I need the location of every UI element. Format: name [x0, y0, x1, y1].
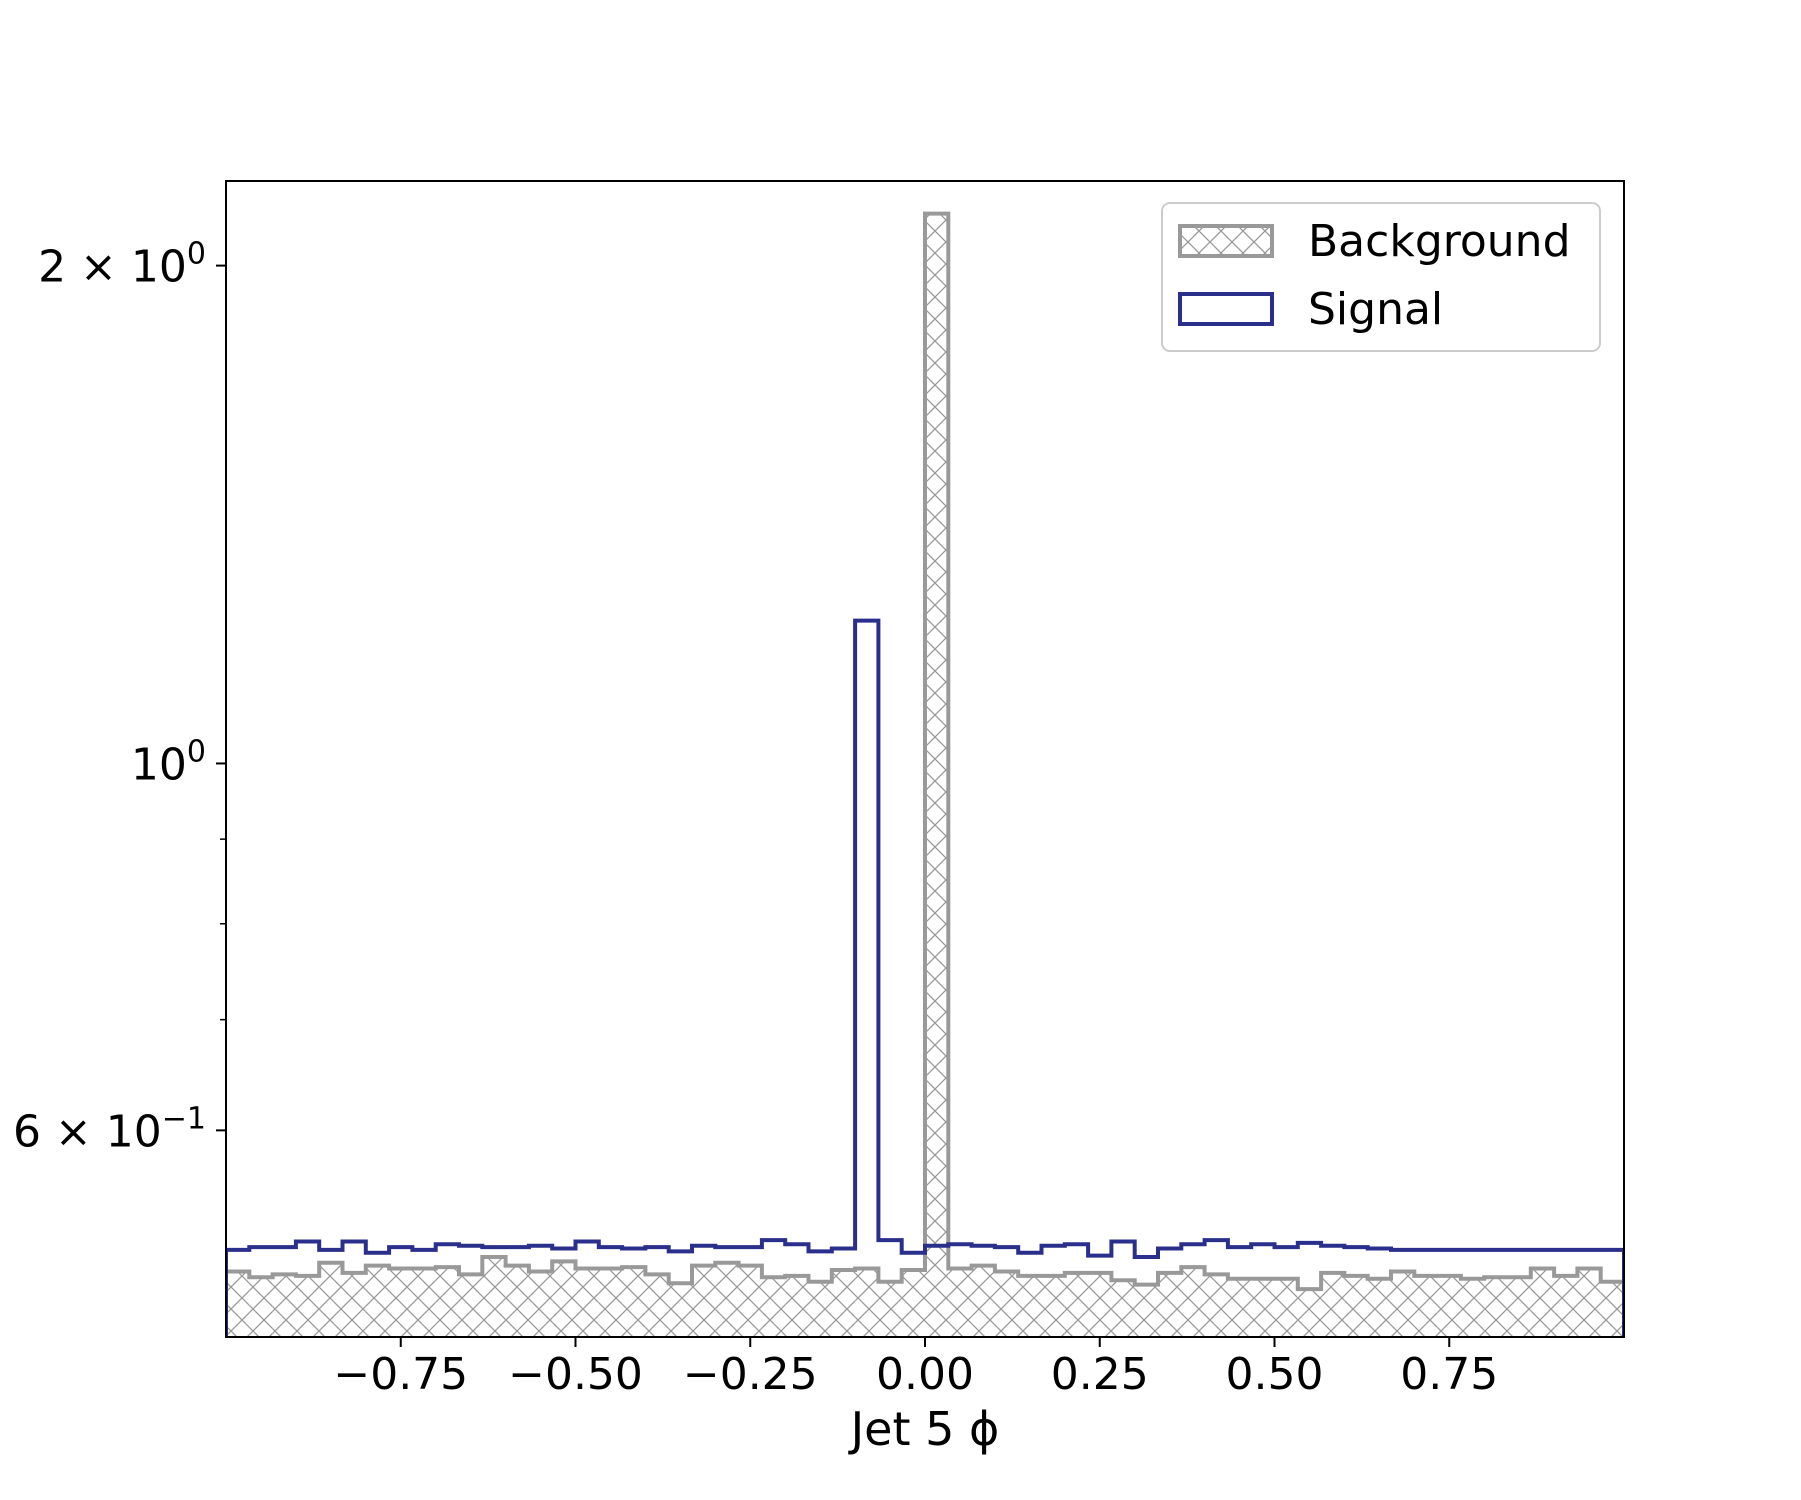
background-bin-25	[808, 1281, 832, 1337]
x-tick-label: 0.75	[1400, 1349, 1498, 1400]
background-bin-2	[272, 1274, 296, 1337]
x-tick-label: 0.00	[876, 1349, 974, 1400]
background-bin-33	[994, 1271, 1019, 1337]
background-bin-27	[855, 1268, 879, 1337]
background-bin-28	[878, 1281, 902, 1337]
x-tick-label: 0.25	[1051, 1349, 1149, 1400]
background-bin-38	[1111, 1280, 1135, 1337]
background-bin-47	[1321, 1272, 1345, 1337]
background-bin-15	[575, 1268, 599, 1337]
background-bin-44	[1251, 1278, 1275, 1337]
background-bin-37	[1088, 1272, 1112, 1337]
background-bin-31	[948, 1268, 972, 1337]
background-bin-50	[1391, 1271, 1415, 1337]
background-bin-19	[668, 1283, 692, 1337]
background-bin-6	[365, 1265, 390, 1337]
x-axis-label: Jet 5 ϕ	[848, 1402, 1000, 1456]
background-bin-8	[412, 1268, 436, 1337]
legend-background-label: Background	[1308, 216, 1571, 267]
background-bin-20	[692, 1265, 716, 1337]
x-tick-label: −0.50	[508, 1349, 643, 1400]
background-bin-59	[1600, 1281, 1624, 1337]
background-bin-55	[1507, 1277, 1531, 1337]
background-bin-51	[1414, 1275, 1438, 1337]
background-bin-18	[645, 1274, 669, 1337]
background-bin-52	[1437, 1275, 1461, 1337]
background-bin-14	[552, 1261, 576, 1337]
background-bin-10	[459, 1274, 483, 1337]
background-bin-26	[831, 1269, 856, 1337]
background-bin-40	[1158, 1272, 1182, 1337]
background-bin-3	[295, 1275, 320, 1337]
background-bin-57	[1554, 1275, 1578, 1337]
x-tick-label: −0.25	[683, 1349, 818, 1400]
background-bin-42	[1204, 1274, 1228, 1337]
background-bin-23	[761, 1277, 786, 1337]
legend-signal-swatch	[1178, 292, 1274, 326]
x-tick-label: −0.75	[333, 1349, 468, 1400]
background-bin-16	[598, 1268, 623, 1337]
background-bin-30	[925, 213, 949, 1337]
background-bin-34	[1018, 1275, 1042, 1337]
background-bin-53	[1460, 1278, 1485, 1337]
axes: −0.75 −0.50 −0.25 0.00 0.25 0.50 0.75 2 × 100 10…	[13, 180, 1625, 1400]
background-bin-1	[249, 1277, 273, 1337]
background-bin-12	[505, 1265, 529, 1337]
background-bin-35	[1041, 1275, 1065, 1337]
background-bin-22	[738, 1265, 762, 1337]
background-bin-29	[901, 1269, 925, 1337]
background-bin-39	[1134, 1284, 1158, 1337]
background-bin-5	[342, 1272, 366, 1337]
background-bin-46	[1297, 1289, 1322, 1337]
background-bin-21	[715, 1262, 739, 1337]
legend-signal-label: Signal	[1308, 284, 1443, 335]
background-bin-17	[622, 1267, 646, 1337]
background-bin-56	[1530, 1268, 1555, 1337]
y-tick-label: 2 × 100	[38, 237, 206, 293]
background-bin-7	[389, 1268, 413, 1337]
background-bin-41	[1181, 1267, 1205, 1337]
background-bin-11	[482, 1257, 506, 1337]
background-bin-36	[1064, 1272, 1089, 1337]
background-bin-58	[1577, 1268, 1601, 1337]
y-tick-label: 100	[131, 734, 206, 790]
signal-outline	[226, 618, 1624, 1337]
background-bin-43	[1227, 1278, 1252, 1337]
legend: Background Signal	[1161, 202, 1601, 352]
background-bin-0	[226, 1271, 250, 1337]
x-tick-label: 0.50	[1226, 1349, 1324, 1400]
background-bin-32	[971, 1265, 995, 1337]
y-tick-label: 6 × 10−1	[13, 1101, 206, 1157]
background-bin-24	[785, 1275, 809, 1337]
background-bin-45	[1274, 1278, 1298, 1337]
legend-background-swatch	[1178, 224, 1274, 258]
background-bin-49	[1367, 1278, 1391, 1337]
background-bin-54	[1484, 1277, 1508, 1337]
background-bin-9	[435, 1267, 459, 1337]
background-outline	[226, 211, 1624, 1337]
background-bin-4	[319, 1262, 343, 1337]
background-bin-13	[528, 1271, 553, 1337]
plot-area	[226, 211, 1624, 1337]
background-bin-48	[1344, 1275, 1368, 1337]
